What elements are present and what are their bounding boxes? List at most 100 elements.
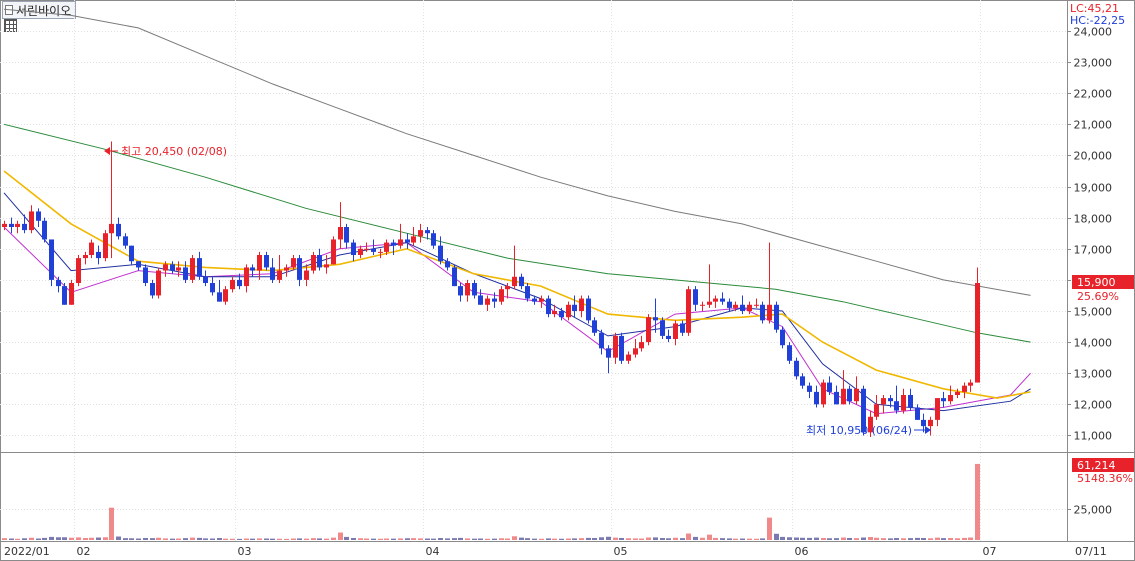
candle-body xyxy=(109,223,114,234)
price-tick-label: 14,000 xyxy=(1074,337,1113,350)
volume-bar xyxy=(841,537,846,540)
candle-body xyxy=(626,354,631,361)
candle-body xyxy=(774,304,779,330)
candle-body xyxy=(197,258,202,277)
volume-bar xyxy=(458,537,463,540)
volume-bar xyxy=(331,537,336,540)
volume-bar xyxy=(592,538,597,540)
volume-bar xyxy=(962,537,967,540)
candle-body xyxy=(975,283,980,383)
candle-body xyxy=(22,223,27,231)
volume-bar xyxy=(36,538,41,540)
volume-bar xyxy=(257,538,262,540)
price-tick-label: 13,000 xyxy=(1074,368,1113,381)
volume-bar xyxy=(478,538,483,540)
volume-bar xyxy=(525,538,530,540)
volume-bar xyxy=(425,538,430,540)
volume-bar xyxy=(780,536,785,540)
candle-body xyxy=(136,261,141,268)
volume-bar xyxy=(284,538,289,540)
volume-bar xyxy=(210,538,215,540)
volume-bar xyxy=(89,537,94,540)
volume-bar xyxy=(814,537,819,540)
volume-bar xyxy=(264,538,269,540)
candle-body xyxy=(250,267,255,271)
candle-body xyxy=(62,286,67,305)
candle-body xyxy=(438,245,443,262)
volume-bar xyxy=(901,538,906,540)
volume-bar xyxy=(774,533,779,540)
volume-bar xyxy=(22,538,27,540)
candle-body xyxy=(116,223,121,237)
candle-body xyxy=(103,233,108,259)
candle-body xyxy=(384,242,389,252)
volume-bar xyxy=(405,538,410,540)
volume-bar xyxy=(955,538,960,540)
candle-body xyxy=(270,267,275,280)
candle-body xyxy=(425,230,430,234)
ma-5-line xyxy=(3,226,1031,415)
candle-body xyxy=(868,416,873,433)
volume-bar xyxy=(928,538,933,540)
volume-bar xyxy=(888,538,893,540)
volume-bar xyxy=(821,538,826,540)
candle-body xyxy=(56,279,61,287)
candle-body xyxy=(190,258,195,280)
candle-body xyxy=(800,376,805,386)
volume-bar xyxy=(948,538,953,540)
candle-body xyxy=(391,242,396,246)
volume-bar xyxy=(398,538,403,540)
grid-icon[interactable] xyxy=(4,19,17,32)
volume-bar xyxy=(15,538,20,540)
candle-body xyxy=(720,298,725,302)
volume-bar xyxy=(76,537,81,540)
candle-body xyxy=(639,342,644,349)
candle-body xyxy=(827,382,832,392)
volume-bar xyxy=(519,537,524,540)
candle-body xyxy=(2,223,7,227)
volume-bar xyxy=(673,537,678,540)
volume-bar xyxy=(626,538,631,540)
candle-body xyxy=(156,270,161,296)
volume-bar xyxy=(291,538,296,540)
candle-body xyxy=(653,317,658,321)
candle-body xyxy=(492,298,497,302)
candle-body xyxy=(787,345,792,361)
candle-body xyxy=(499,289,504,302)
volume-bar xyxy=(311,538,316,540)
volume-bar xyxy=(136,538,141,540)
candle-body xyxy=(76,258,81,283)
volume-bar xyxy=(639,538,644,540)
volume-bar xyxy=(613,537,618,540)
candle-body xyxy=(351,242,356,255)
volume-bar xyxy=(606,536,611,540)
candle-body xyxy=(452,267,457,287)
volume-bar xyxy=(9,538,14,540)
volume-bar xyxy=(103,537,108,540)
candle-body xyxy=(176,267,181,271)
candle-body xyxy=(962,385,967,392)
volume-bar xyxy=(894,538,899,540)
candles xyxy=(2,141,980,437)
volume-bar xyxy=(552,538,557,540)
candle-body xyxy=(15,223,20,227)
candle-body xyxy=(358,248,363,255)
volume-bar xyxy=(445,538,450,540)
candle-body xyxy=(613,335,618,358)
volume-bar xyxy=(874,537,879,540)
volume-bar xyxy=(42,537,47,540)
volume-bar xyxy=(123,538,128,540)
volume-bar xyxy=(767,517,772,540)
candle-body xyxy=(338,227,343,240)
candle-body xyxy=(566,304,571,318)
volume-bar xyxy=(619,538,624,540)
candle-body xyxy=(633,348,638,355)
volume-bar xyxy=(693,536,698,540)
candle-body xyxy=(331,239,336,265)
candle-body xyxy=(83,255,88,259)
candle-body xyxy=(36,211,41,221)
volume-bar xyxy=(156,537,161,540)
price-grid xyxy=(0,0,1067,541)
time-tick-label: 04 xyxy=(426,545,440,558)
